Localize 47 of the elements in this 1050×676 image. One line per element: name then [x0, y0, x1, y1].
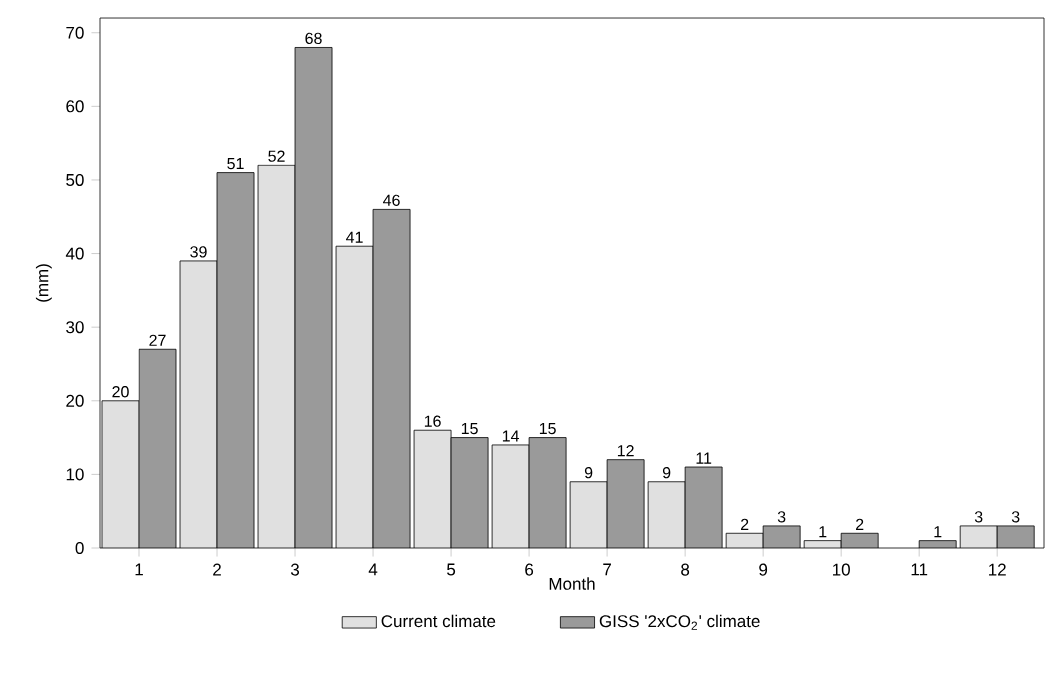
- data-label: 9: [662, 467, 671, 479]
- x-tick-label: 10: [832, 563, 850, 576]
- y-tick-label: 40: [65, 247, 84, 260]
- data-label: 12: [617, 445, 634, 457]
- data-label: 41: [346, 231, 363, 243]
- data-label: 3: [1011, 511, 1020, 523]
- y-tick-label: 0: [75, 542, 84, 555]
- y-tick-label: 10: [66, 468, 84, 481]
- data-label: 1: [819, 526, 827, 538]
- y-tick-label: 60: [66, 100, 84, 113]
- data-label: 9: [584, 467, 593, 479]
- legend-label: GISS '2xCO$_{2}$' climate: [599, 614, 760, 630]
- data-label: 20: [112, 386, 129, 398]
- data-label: 1: [934, 526, 942, 538]
- data-label: 14: [502, 430, 520, 442]
- x-tick-label: 8: [681, 563, 690, 576]
- data-label: 39: [190, 246, 207, 258]
- x-axis-title: Month: [549, 577, 595, 590]
- x-tick-label: 9: [759, 563, 768, 576]
- data-label: 3: [777, 511, 786, 523]
- x-tick-label: 5: [447, 563, 456, 576]
- data-label: 46: [383, 194, 400, 206]
- x-tick-label: 2: [213, 563, 221, 576]
- data-label: 16: [424, 415, 441, 427]
- x-tick-label: 12: [989, 563, 1006, 576]
- y-tick-label: 30: [66, 321, 84, 334]
- data-label: 15: [461, 423, 478, 435]
- data-label: 52: [268, 150, 285, 162]
- x-tick-label: 7: [603, 563, 611, 576]
- data-label: 68: [305, 32, 322, 45]
- x-tick-label: 11: [911, 563, 928, 576]
- y-axis-title: (mm): [35, 264, 52, 302]
- y-tick-label: 50: [66, 173, 84, 186]
- data-label: 11: [696, 452, 712, 464]
- data-label: 3: [974, 511, 983, 523]
- data-label: 2: [856, 518, 864, 530]
- y-tick-label: 70: [66, 26, 84, 39]
- y-tick-label: 20: [66, 394, 84, 407]
- x-tick-label: 4: [368, 563, 378, 576]
- x-tick-label: 3: [290, 563, 300, 576]
- data-label: 15: [539, 423, 556, 435]
- legend-label: Current climate: [381, 614, 496, 628]
- data-label: 2: [741, 518, 749, 530]
- data-label: 51: [227, 158, 244, 170]
- data-label: 27: [149, 334, 166, 346]
- x-tick-label: 6: [525, 563, 534, 576]
- x-tick-label: 1: [135, 563, 143, 576]
